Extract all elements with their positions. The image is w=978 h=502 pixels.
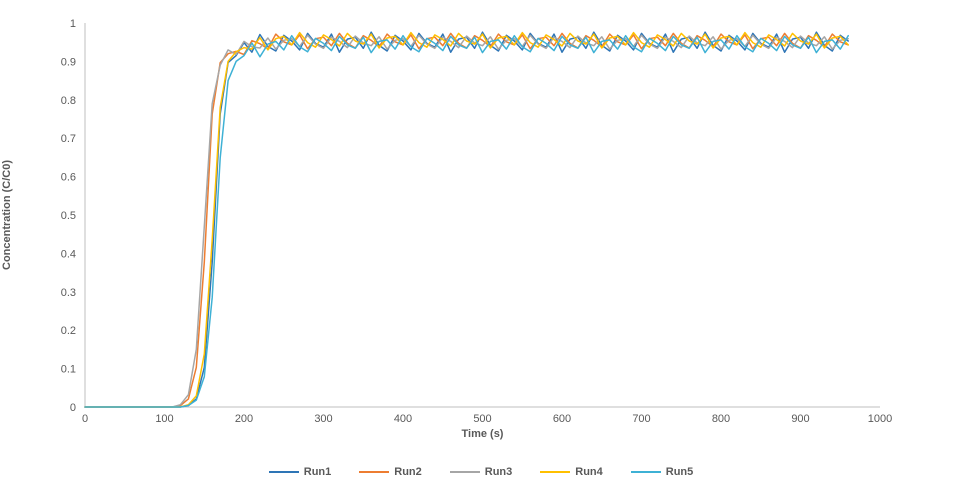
legend: Run1 Run2 Run3 Run4 Run5 (0, 466, 962, 478)
legend-line-swatch (359, 471, 390, 473)
x-tick-label: 0 (82, 413, 88, 425)
legend-label: Run3 (484, 466, 513, 478)
legend-item-run4: Run4 (540, 466, 603, 478)
x-tick-label: 200 (235, 413, 253, 425)
legend-line-swatch (540, 471, 571, 473)
legend-label: Run2 (394, 466, 422, 478)
y-tick-label: 0.5 (61, 210, 76, 222)
x-tick-label: 100 (155, 413, 173, 425)
y-tick-label: 0.6 (61, 172, 76, 184)
legend-item-run5: Run5 (630, 466, 694, 478)
x-tick-label: 600 (553, 413, 571, 425)
x-tick-label: 1000 (868, 413, 892, 425)
legend-label: Run5 (665, 466, 694, 478)
series-line-run1 (84, 31, 849, 408)
x-tick-label: 900 (791, 413, 809, 425)
y-tick-label: 0.4 (61, 248, 76, 260)
legend-line-swatch (449, 471, 480, 473)
y-tick-label: 0.3 (61, 287, 76, 299)
legend-item-run1: Run1 (268, 466, 332, 478)
x-tick-label: 700 (632, 413, 650, 425)
legend-label: Run4 (575, 466, 603, 478)
legend-item-run2: Run2 (359, 466, 422, 478)
x-axis-title: Time (s) (461, 428, 504, 440)
y-tick-label: 0.7 (61, 133, 76, 145)
legend-line-swatch (268, 471, 299, 473)
y-tick-label: 0.9 (61, 56, 76, 68)
y-tick-label: 0.2 (61, 325, 76, 337)
legend-label: Run1 (303, 466, 332, 478)
legend-line-swatch (630, 471, 661, 473)
x-tick-label: 400 (394, 413, 412, 425)
y-tick-label: 0 (70, 402, 76, 414)
series-line-run2 (84, 32, 849, 408)
series-line-run5 (84, 34, 849, 408)
y-tick-label: 1 (70, 18, 76, 30)
series-line-run3 (84, 34, 849, 408)
y-tick-label: 0.1 (61, 364, 76, 376)
x-tick-label: 300 (314, 413, 332, 425)
y-tick-label: 0.8 (61, 95, 76, 107)
x-tick-label: 800 (712, 413, 730, 425)
legend-item-run3: Run3 (449, 466, 513, 478)
y-axis-title: Concentration (C/C0) (1, 160, 13, 270)
x-tick-label: 500 (473, 413, 491, 425)
series-line-run4 (84, 31, 849, 408)
